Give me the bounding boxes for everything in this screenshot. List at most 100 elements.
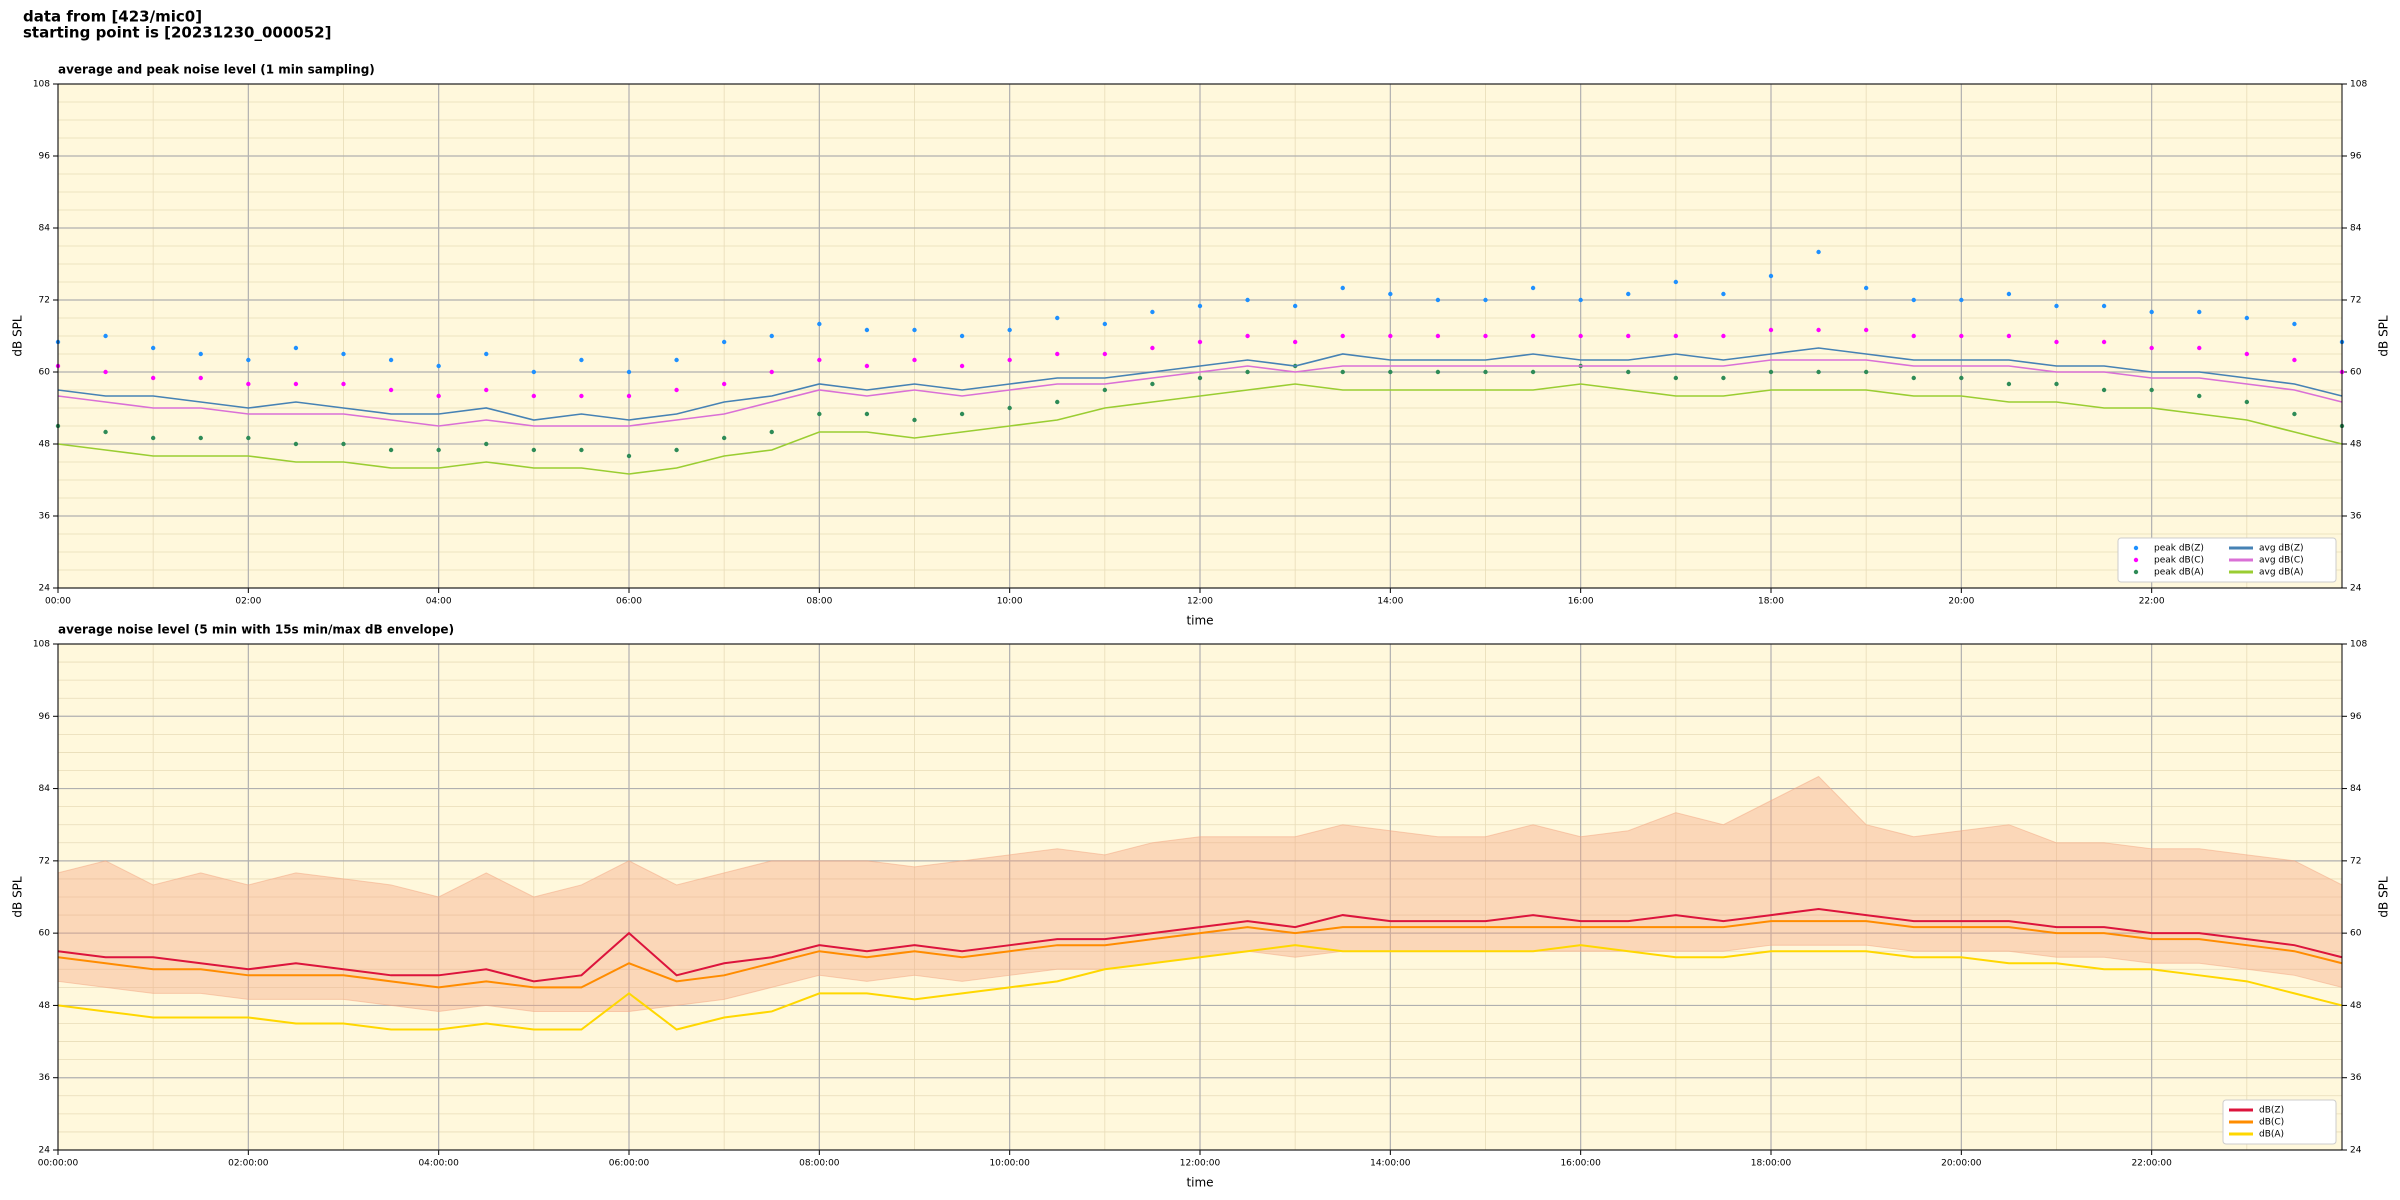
legend-box [2117,537,2337,583]
legend-label: peak dB(C) [2154,556,2204,566]
y-tick-label: 36 [2350,1073,2362,1083]
peak-dot [1197,375,1203,381]
series-line [57,908,2343,983]
header-line: starting point is [20231230_000052] [23,24,331,42]
peak-dot [864,363,870,369]
peak-dot [1530,285,1536,291]
peak-dot [1578,297,1583,303]
x-tick-label: 10:00:00 [989,1159,1030,1169]
y-tick-label: 108 [2350,80,2367,90]
x-tick-label: 20:00:00 [1941,1159,1982,1169]
y-tick-label: 96 [39,152,51,162]
peak-dot [864,411,870,417]
peak-dot [912,327,917,333]
y-tick-label: 96 [39,712,51,722]
peak-dot [1292,303,1298,309]
peak-dot [1721,291,1726,297]
legend: dB(Z) dB(C) dB(A) [2222,1099,2337,1145]
peak-dot [959,333,965,339]
peak-dot [436,447,441,453]
peak-dot [1530,369,1536,375]
peak-dot [1816,369,1821,375]
peak-dot [674,357,679,363]
peak-dot [293,381,299,387]
peak-dot [1102,351,1108,357]
peak-dot [388,387,394,393]
peak-dot [150,435,156,441]
peak-dot [1578,333,1583,339]
peak-dot [198,375,203,381]
peak-dot [817,321,822,327]
y-tick-label: 72 [2350,856,2361,866]
peak-dot [1245,333,1250,339]
x-tick-label: 06:00:00 [609,1159,650,1169]
legend-label: dB(C) [2259,1118,2284,1128]
y-tick-label: 24 [2350,1146,2362,1156]
series-line [57,944,2343,1031]
peak-dot [1483,369,1488,375]
peak-dot [579,393,584,399]
peak-dot [1055,315,1060,321]
y-tick-label: 72 [2350,296,2361,306]
peak-dot [2006,381,2012,387]
peak-dot [1245,369,1250,375]
peak-dot [721,435,727,441]
peak-dot [1768,273,1774,279]
y-tick-label: 60 [39,929,51,939]
peak-dot [1388,333,1393,339]
peak-dot [2197,309,2202,315]
peak-dot [959,411,965,417]
peak-dot [436,363,441,369]
peak-dot [912,357,917,363]
peak-dot [721,339,727,345]
x-axis-label: time [1186,614,1213,628]
peak-dot [1626,369,1631,375]
peak-dot [246,435,251,441]
y-tick-label: 24 [2350,584,2362,594]
series-line [57,359,2343,427]
peak-dot [912,417,917,423]
legend-swatch [2133,557,2139,563]
x-tick-label: 12:00 [1187,597,1213,607]
legend: peak dB(Z) peak dB(C) peak dB(A) avg dB(Z) a… [2117,537,2337,583]
legend-label: peak dB(Z) [2154,544,2204,554]
peak-dot [1626,291,1631,297]
peak-dot [246,357,251,363]
y-axis-label: dB SPL [2377,876,2391,918]
x-tick-label: 18:00 [1758,597,1784,607]
peak-dot [1768,369,1774,375]
peak-dot [1435,333,1441,339]
y-tick-label: 60 [2350,929,2362,939]
peak-dot [1483,333,1488,339]
peak-dot [1530,333,1536,339]
legend-swatch [2133,569,2139,575]
y-tick-label: 48 [39,440,51,450]
peak-dot [1673,333,1679,339]
x-tick-label: 12:00:00 [1180,1159,1221,1169]
peak-dot [1435,297,1441,303]
legend-label: peak dB(A) [2154,568,2204,578]
peak-dot [1007,405,1012,411]
peak-dot [531,369,537,375]
peak-dot [150,345,156,351]
peak-dot [959,363,965,369]
y-tick-label: 24 [39,584,51,594]
legend-label: dB(A) [2259,1130,2284,1140]
peak-dot [1340,333,1345,339]
plot-frame [57,643,2343,1151]
y-tick-label: 72 [39,296,50,306]
peak-dot [484,387,489,393]
peak-dot [2149,309,2154,315]
peak-dot [2054,303,2059,309]
peak-dot [2197,393,2202,399]
legend-label: avg dB(A) [2259,568,2303,578]
y-tick-label: 108 [33,640,50,650]
peak-dot [1197,303,1203,309]
y-tick-label: 48 [39,1001,51,1011]
peak-dot [1102,387,1108,393]
peak-dot [2149,387,2154,393]
peak-dot [2006,291,2012,297]
x-tick-label: 18:00:00 [1751,1159,1792,1169]
peak-dot [1007,357,1012,363]
